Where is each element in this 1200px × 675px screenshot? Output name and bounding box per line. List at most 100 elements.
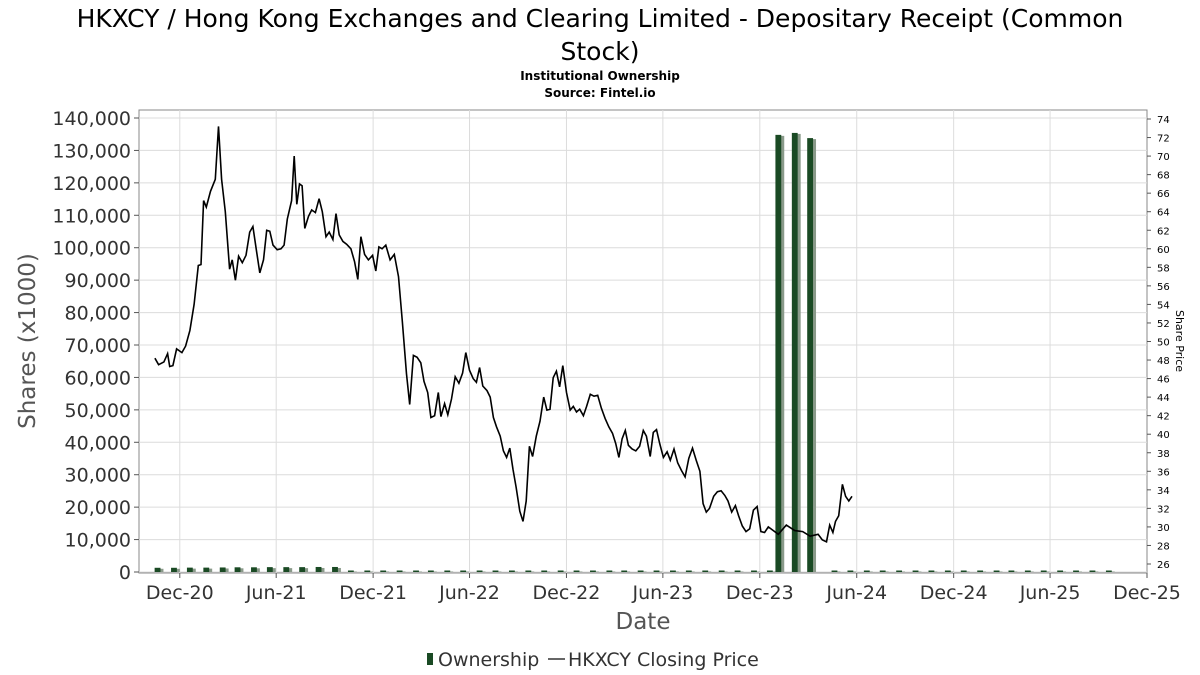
ownership-bar xyxy=(525,570,532,572)
ownership-bar-shadow xyxy=(769,571,776,572)
ownership-bar xyxy=(791,132,798,572)
ownership-bar xyxy=(573,570,580,572)
ownership-bar-shadow xyxy=(624,571,631,572)
ownership-bar-shadow xyxy=(850,571,857,572)
ownership-bar xyxy=(299,567,306,572)
y2-tick-label: 34 xyxy=(1157,486,1170,497)
y-tick-label: 80,000 xyxy=(65,303,131,325)
ownership-bar xyxy=(751,570,757,572)
y-tick-label: 20,000 xyxy=(65,497,131,519)
ownership-bar xyxy=(557,570,564,572)
ownership-bar xyxy=(685,570,692,572)
y-axis-ticks: 0 10,000 20,000 30,000 40,000 50,000 60,000 70,… xyxy=(52,108,139,584)
ownership-bar xyxy=(508,570,515,572)
y2-tick-label: 28 xyxy=(1157,541,1170,552)
ownership-bar-shadow xyxy=(609,571,616,572)
ownership-bar-shadow xyxy=(947,571,954,572)
ownership-bar-shadow xyxy=(479,571,486,572)
y2-tick-label: 30 xyxy=(1157,523,1170,534)
ownership-bar-shadow xyxy=(1060,571,1067,572)
ownership-bar-shadow xyxy=(576,571,583,572)
legend-ownership-label: Ownership xyxy=(438,649,539,671)
ownership-bar xyxy=(1089,570,1096,572)
x-tick-label: Jun-25 xyxy=(1019,582,1081,604)
ownership-bar-shadow xyxy=(899,571,906,572)
ownership-bar xyxy=(364,570,371,572)
ownership-bar-shadow xyxy=(189,568,196,572)
ownership-bar-shadow xyxy=(1092,571,1099,572)
ownership-bar-shadow xyxy=(931,571,938,572)
y2-tick-label: 44 xyxy=(1157,393,1170,404)
chart-subtitle-line-2: Source: Fintel.io xyxy=(544,86,655,100)
ownership-bar-shadow xyxy=(778,135,785,572)
ownership-bar-shadow xyxy=(866,571,873,572)
ownership-bar-shadow xyxy=(511,571,518,572)
ownership-bar xyxy=(541,570,548,572)
x-tick-label: Dec-21 xyxy=(339,582,407,604)
ownership-bar xyxy=(154,567,161,572)
ownership-bar xyxy=(653,570,660,572)
ownership-bar xyxy=(993,570,1000,572)
y2-tick-label: 42 xyxy=(1157,412,1170,423)
ownership-bar-shadow xyxy=(737,571,744,572)
ownership-bar-shadow xyxy=(237,568,244,572)
ownership-bar xyxy=(831,570,838,572)
y2-axis-label: Share Price xyxy=(1173,310,1186,372)
ownership-bar-shadow xyxy=(688,571,695,572)
ownership-bar-shadow xyxy=(705,571,712,572)
ownership-bar xyxy=(1024,570,1031,572)
price-line xyxy=(154,126,853,543)
y2-tick-label: 64 xyxy=(1157,208,1170,219)
ownership-bar xyxy=(879,570,886,572)
y-tick-label: 60,000 xyxy=(65,367,131,389)
ownership-bar-shadow xyxy=(495,571,502,572)
y-tick-label: 30,000 xyxy=(65,465,131,487)
ownership-bar-shadow xyxy=(350,571,357,572)
x-tick-label: Dec-20 xyxy=(146,582,214,604)
ownership-bar-shadow xyxy=(882,571,889,572)
ownership-bar-shadow xyxy=(399,571,406,572)
y-tick-label: 100,000 xyxy=(52,238,131,260)
ownership-bar xyxy=(718,570,725,572)
ownership-bar-shadow xyxy=(1011,571,1018,572)
ownership-bar-shadow xyxy=(656,571,663,572)
y2-tick-label: 74 xyxy=(1157,115,1170,126)
legend: Ownership HKXCY Closing Price xyxy=(427,649,759,671)
chart-subtitle-line-1: Institutional Ownership xyxy=(520,69,680,83)
y-tick-label: 0 xyxy=(119,562,131,584)
ownership-bar-shadow xyxy=(430,571,437,572)
y-tick-label: 90,000 xyxy=(65,270,131,292)
y2-tick-label: 58 xyxy=(1157,263,1170,274)
ownership-bar xyxy=(863,570,870,572)
y-tick-label: 130,000 xyxy=(52,140,131,162)
y2-tick-label: 66 xyxy=(1157,189,1170,200)
ownership-bar-shadow xyxy=(1043,571,1050,572)
ownership-bar xyxy=(1057,570,1064,572)
ownership-bar-shadow xyxy=(302,568,309,572)
ownership-bar xyxy=(396,570,403,572)
ownership-bar-shadow xyxy=(367,571,374,572)
ownership-bar-shadow xyxy=(269,568,276,572)
ownership-bar-shadow xyxy=(593,571,599,572)
y-tick-label: 140,000 xyxy=(52,108,131,130)
x-axis-ticks: Dec-20 Jun-21 Dec-21 Jun-22 Dec-22 Jun-23 Dec-… xyxy=(146,573,1181,604)
ownership-bar-shadow xyxy=(335,567,341,572)
ownership-bar-shadow xyxy=(206,568,213,572)
ownership-bar-shadow xyxy=(528,571,535,572)
x-tick-label: Dec-22 xyxy=(533,582,601,604)
ownership-bar-shadow xyxy=(463,571,470,572)
ownership-bar-shadow xyxy=(318,567,325,572)
ownership-bar-shadow xyxy=(286,568,293,572)
ownership-bar xyxy=(928,570,935,572)
y2-tick-label: 54 xyxy=(1157,300,1170,311)
ownership-bar xyxy=(637,570,644,572)
ownership-bar xyxy=(847,570,854,572)
ownership-bar xyxy=(606,570,613,572)
chart-title-line-2: Stock) xyxy=(561,37,640,66)
y2-tick-label: 36 xyxy=(1157,467,1170,478)
ownership-bar xyxy=(1105,570,1112,572)
ownership-bar-shadow xyxy=(1108,571,1115,572)
ownership-bar xyxy=(492,570,499,572)
y2-tick-label: 70 xyxy=(1157,152,1170,163)
